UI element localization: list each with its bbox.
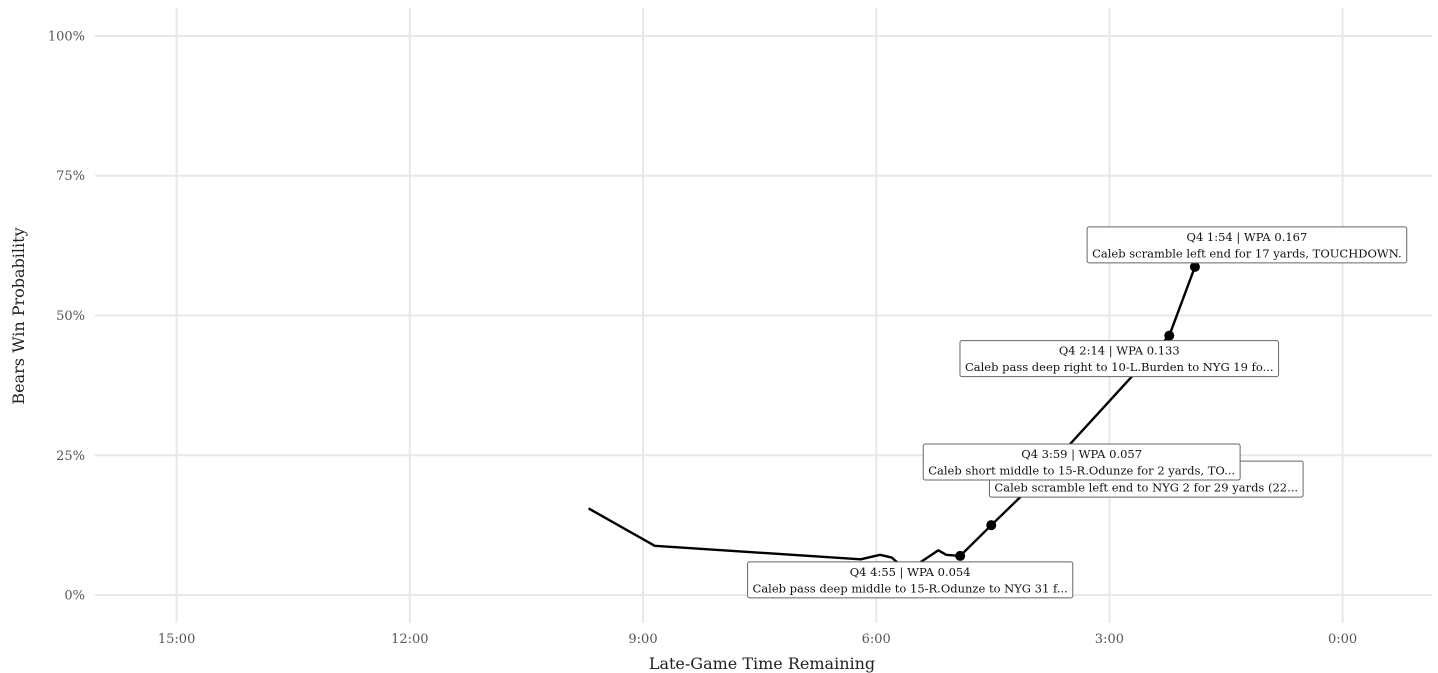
- y-axis-title: Bears Win Probability: [9, 227, 28, 404]
- annotation-description: Caleb scramble left end to NYG 2 for 29 …: [994, 481, 1298, 495]
- highlighted-play-points: [955, 261, 1200, 561]
- play-point: [955, 550, 966, 561]
- annotation-description: Caleb pass deep right to 10-L.Burden to …: [965, 360, 1274, 374]
- win-probability-series: [588, 266, 1197, 573]
- play-annotation: Q4 3:59 | WPA 0.057 Caleb short middle to…: [922, 443, 1241, 481]
- grid-lines: [95, 8, 1432, 623]
- x-tick-label: 6:00: [862, 632, 891, 647]
- annotation-box: [1086, 226, 1408, 264]
- play-point: [1189, 261, 1200, 272]
- axis-tick-labels: 15:00 12:00 9:00 6:00 3:00 0:00 0% 25% 50% 75% 100…: [48, 29, 1357, 647]
- play-point: [986, 520, 997, 531]
- x-tick-label: 15:00: [158, 632, 195, 647]
- y-tick-label: 100%: [48, 29, 85, 44]
- annotation-description: Caleb scramble left end for 17 yards, TO…: [1092, 246, 1402, 260]
- y-tick-label: 25%: [56, 449, 85, 464]
- y-tick-label: 50%: [56, 309, 85, 324]
- annotation-box: [747, 561, 1074, 599]
- annotation-box: [959, 340, 1280, 378]
- x-tick-label: 12:00: [391, 632, 428, 647]
- x-axis-title: Late-Game Time Remaining: [649, 654, 875, 673]
- annotation-box: [922, 443, 1241, 481]
- x-tick-label: 3:00: [1095, 632, 1124, 647]
- x-tick-label: 9:00: [628, 632, 657, 647]
- annotation-description: Caleb short middle to 15-R.Odunze for 2 …: [928, 464, 1235, 478]
- play-point: [1164, 330, 1175, 341]
- annotation-header: Q4 2:14 | WPA 0.133: [1059, 344, 1180, 359]
- series-line: [588, 266, 1197, 573]
- annotation-header: Q4 4:55 | WPA 0.054: [850, 565, 971, 580]
- annotation-header: Q4 3:59 | WPA 0.057: [1021, 447, 1142, 462]
- annotation-description: Caleb pass deep middle to 15-R.Odunze to…: [753, 581, 1068, 595]
- y-tick-label: 0%: [64, 589, 85, 604]
- annotation-header: Q4 1:54 | WPA 0.167: [1187, 230, 1308, 245]
- x-tick-label: 0:00: [1328, 632, 1357, 647]
- y-tick-label: 75%: [56, 169, 85, 184]
